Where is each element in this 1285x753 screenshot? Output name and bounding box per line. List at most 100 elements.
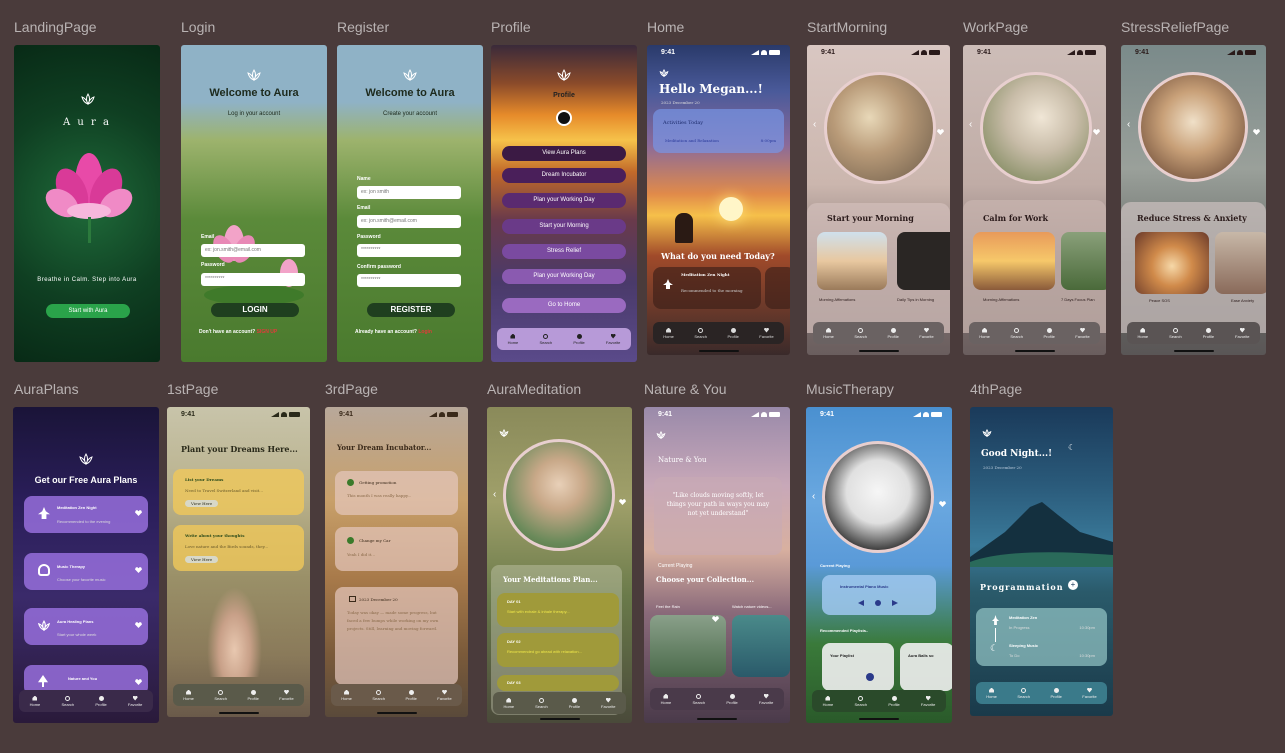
name-input[interactable]: ex: jon smith xyxy=(357,186,461,199)
nav-profile[interactable]: Profile xyxy=(887,327,899,339)
promotion-card[interactable]: Getting promotion This month I was reall… xyxy=(335,471,458,515)
heart-icon[interactable] xyxy=(135,679,142,685)
nav-favorite[interactable]: Favorite xyxy=(919,327,934,339)
email-input[interactable]: ex: jon.smith@email.com xyxy=(357,215,461,228)
play-icon[interactable] xyxy=(866,673,874,681)
peace-sos-image[interactable] xyxy=(1135,232,1209,294)
work-affirmations-image[interactable] xyxy=(973,232,1055,290)
nav-home[interactable]: Home xyxy=(341,689,352,701)
nav-home[interactable]: Home xyxy=(508,333,518,345)
login-button[interactable]: LOGIN xyxy=(211,303,299,317)
view-dreams-button[interactable]: View Here xyxy=(185,500,219,507)
nav-profile[interactable]: Profile xyxy=(573,333,585,345)
nav-favorite[interactable]: Favorite xyxy=(1235,327,1249,339)
register-button[interactable]: REGISTER xyxy=(367,303,455,317)
view-thoughts-button[interactable]: View Here xyxy=(185,556,219,563)
pause-icon[interactable] xyxy=(875,600,881,606)
profile-menu-aura-plans[interactable]: View Aura Plans xyxy=(502,146,626,161)
email-input[interactable]: ex: jon.smith@email.com xyxy=(201,244,305,257)
nav-search[interactable]: Search xyxy=(854,695,867,707)
profile-menu-stress-relief[interactable]: Stress Relief xyxy=(502,244,626,259)
favorite-toggle[interactable] xyxy=(619,492,626,510)
car-card[interactable]: Change my Car Yeah I did it... xyxy=(335,527,458,571)
password-input[interactable]: ********** xyxy=(357,244,461,257)
journal-card[interactable]: 2023 December 20 Today was okay — made s… xyxy=(335,587,458,685)
nav-profile[interactable]: Profile xyxy=(1203,327,1214,339)
password-input[interactable]: ********** xyxy=(201,273,305,286)
day1-card[interactable]: DAY 01 Start with exhale & inhale therap… xyxy=(497,593,619,627)
back-arrow-icon[interactable]: ‹ xyxy=(813,119,817,130)
favorite-toggle[interactable] xyxy=(937,122,944,140)
login-link[interactable]: Login xyxy=(418,329,432,335)
favorite-toggle[interactable] xyxy=(1253,122,1260,140)
plan-card-zen[interactable]: Meditation Zen Night Recommended to the … xyxy=(24,496,148,533)
heart-icon[interactable] xyxy=(135,510,142,516)
nav-search[interactable]: Search xyxy=(1010,327,1023,339)
nav-home[interactable]: Home xyxy=(30,695,40,707)
nav-favorite[interactable]: Favorite xyxy=(606,333,620,345)
nav-profile[interactable]: Profile xyxy=(727,327,739,339)
back-arrow-icon[interactable]: ‹ xyxy=(1127,119,1131,130)
nav-search[interactable]: Search xyxy=(854,327,867,339)
nav-search[interactable]: Search xyxy=(692,693,705,705)
nav-home[interactable]: Home xyxy=(1137,327,1148,339)
next-card[interactable] xyxy=(765,267,790,309)
rewind-icon[interactable] xyxy=(858,600,864,606)
nav-home[interactable]: Home xyxy=(663,327,674,339)
back-arrow-icon[interactable]: ‹ xyxy=(493,489,497,500)
plan-card-music[interactable]: Music Therapy Choose your favorite music xyxy=(24,553,148,590)
profile-menu-start-morning[interactable]: Start your Morning xyxy=(502,219,626,234)
nav-home[interactable]: Home xyxy=(823,695,833,707)
nav-search[interactable]: Search xyxy=(535,697,548,709)
start-button[interactable]: Start with Aura xyxy=(46,304,130,318)
nav-profile[interactable]: Profile xyxy=(888,695,900,707)
thoughts-card[interactable]: Write about your thoughts Love nature an… xyxy=(173,525,304,571)
nav-favorite[interactable]: Favorite xyxy=(279,689,294,701)
profile-menu-dream-incubator[interactable]: Dream Incubator xyxy=(502,168,626,183)
nav-profile[interactable]: Profile xyxy=(1050,687,1062,699)
zen-night-card[interactable]: Meditation Zen Night Recommended to the … xyxy=(653,267,761,309)
nav-search[interactable]: Search xyxy=(372,689,385,701)
nav-favorite[interactable]: Favorite xyxy=(437,689,452,701)
daily-tips-image[interactable] xyxy=(897,232,950,290)
nav-favorite[interactable]: Favorite xyxy=(759,327,774,339)
your-playlist-card[interactable]: Your Playlist xyxy=(822,643,894,691)
add-icon[interactable]: + xyxy=(1068,580,1078,590)
nav-profile[interactable]: Profile xyxy=(726,693,738,705)
back-arrow-icon[interactable]: ‹ xyxy=(969,119,973,130)
confirm-password-input[interactable]: ********** xyxy=(357,274,461,287)
nav-profile[interactable]: Profile xyxy=(95,695,107,707)
day3-card[interactable]: DAY 03 xyxy=(497,675,619,691)
heart-icon[interactable] xyxy=(135,622,142,628)
player-card[interactable]: Instrumental Piano Music xyxy=(822,575,936,615)
nav-profile[interactable]: Profile xyxy=(1043,327,1055,339)
signup-link[interactable]: SIGN UP xyxy=(256,329,278,335)
profile-menu-working-day[interactable]: Plan your Working Day xyxy=(502,193,626,208)
activities-card[interactable]: Activities Today Meditation and Relaxati… xyxy=(653,109,784,153)
nav-favorite[interactable]: Favorite xyxy=(601,697,615,709)
nav-search[interactable]: Search xyxy=(694,327,707,339)
avatar[interactable] xyxy=(556,110,572,126)
day2-card[interactable]: DAY 02 Recommended go ahead with relaxat… xyxy=(497,633,619,667)
nav-search[interactable]: Search xyxy=(539,333,552,345)
nav-home[interactable]: Home xyxy=(661,693,671,705)
profile-menu-working-day-2[interactable]: Plan your Working Day xyxy=(502,269,626,284)
nav-home[interactable]: Home xyxy=(979,327,990,339)
nav-favorite[interactable]: Favorite xyxy=(1082,687,1097,699)
nav-favorite[interactable]: Favorite xyxy=(128,695,142,707)
waterfall-image[interactable] xyxy=(732,615,790,677)
nav-search[interactable]: Search xyxy=(1169,327,1182,339)
favorite-toggle[interactable] xyxy=(1093,122,1100,140)
nav-favorite[interactable]: Favorite xyxy=(759,693,773,705)
favorite-toggle[interactable] xyxy=(939,494,946,512)
nav-favorite[interactable]: Favorite xyxy=(1075,327,1090,339)
nav-profile[interactable]: Profile xyxy=(247,689,259,701)
nav-search[interactable]: Search xyxy=(61,695,74,707)
plan-card-healing[interactable]: Aura Healing Plans Start your whole week xyxy=(24,608,148,645)
dreams-card[interactable]: List your Dreams Need to Travel Switzerl… xyxy=(173,469,304,515)
back-arrow-icon[interactable]: ‹ xyxy=(812,491,816,502)
nav-favorite[interactable]: Favorite xyxy=(921,695,935,707)
nav-search[interactable]: Search xyxy=(214,689,227,701)
nav-profile[interactable]: Profile xyxy=(569,697,580,709)
heart-icon[interactable] xyxy=(712,616,719,622)
